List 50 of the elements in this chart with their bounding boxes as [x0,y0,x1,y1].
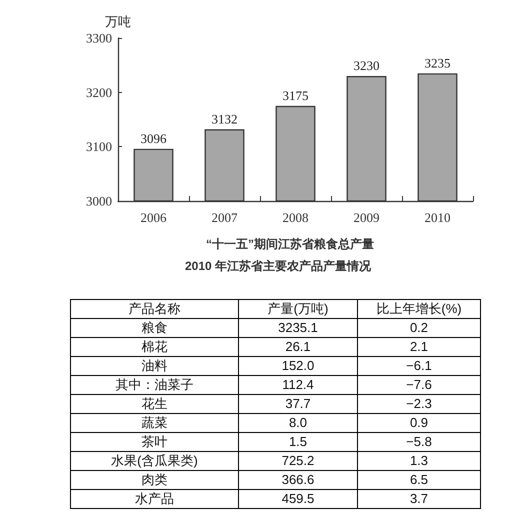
x-tick-label: 2007 [212,210,238,225]
data-label: 3230 [354,58,380,74]
data-label: 112.4 [238,376,358,394]
category-label: 肉类 [70,470,238,490]
data-label: −6.1 [358,356,480,376]
data-label: −2.3 [358,394,480,414]
data-label: 37.7 [238,394,358,414]
category-label: 蔬菜 [70,414,238,432]
data-label: 3175 [282,88,308,103]
category-label: 茶叶 [70,432,238,452]
y-tick-label: 3100 [86,139,112,154]
text: 2010 年江苏省主要农产品产量情况 [184,258,372,275]
category-label: 水果(含瓜果类) [70,452,238,470]
text: 比上年增长(%) [358,300,480,318]
data-label: 3235.1 [238,318,358,338]
category-label: 水产品 [70,490,238,508]
data-label: 366.6 [238,470,358,490]
text: “十一五”期间江苏省粮食总产量 [206,237,374,251]
data-label: 8.0 [238,414,358,432]
y-tick-label: 3000 [86,194,112,208]
category-label: 粮食 [70,318,238,338]
data-label: 459.5 [238,490,358,508]
data-label: 0.9 [358,414,480,432]
y-tick-label: 3300 [86,30,112,46]
x-tick-label: 2009 [354,210,380,225]
x-tick-label: 2006 [140,210,167,225]
data-label: 3.7 [358,490,480,508]
data-label: 6.5 [358,470,480,490]
data-label: 152.0 [238,356,358,376]
data-label: −5.8 [358,432,480,452]
data-label: 725.2 [238,452,358,470]
y-tick-label: 3200 [86,84,112,100]
data-label: 2.1 [358,338,480,356]
category-label: 花生 [70,394,238,414]
category-label: 其中：油菜子 [70,376,238,394]
data-label: 26.1 [238,338,358,356]
data-label: 1.5 [238,432,358,452]
text: 产品名称 [70,300,238,318]
data-label: 3132 [212,111,238,126]
category-label: 棉花 [70,338,238,356]
data-label: 1.3 [358,452,480,470]
data-label: −7.6 [358,376,480,394]
data-label: 3235 [424,55,450,70]
x-tick-label: 2008 [282,210,308,225]
x-tick-label: 2010 [424,210,450,225]
text: 产量(万吨) [238,300,358,318]
category-label: 油料 [70,356,238,376]
data-label: 0.2 [358,318,480,338]
y-axis-title: 万吨 [105,14,131,29]
data-label: 3096 [140,130,167,146]
